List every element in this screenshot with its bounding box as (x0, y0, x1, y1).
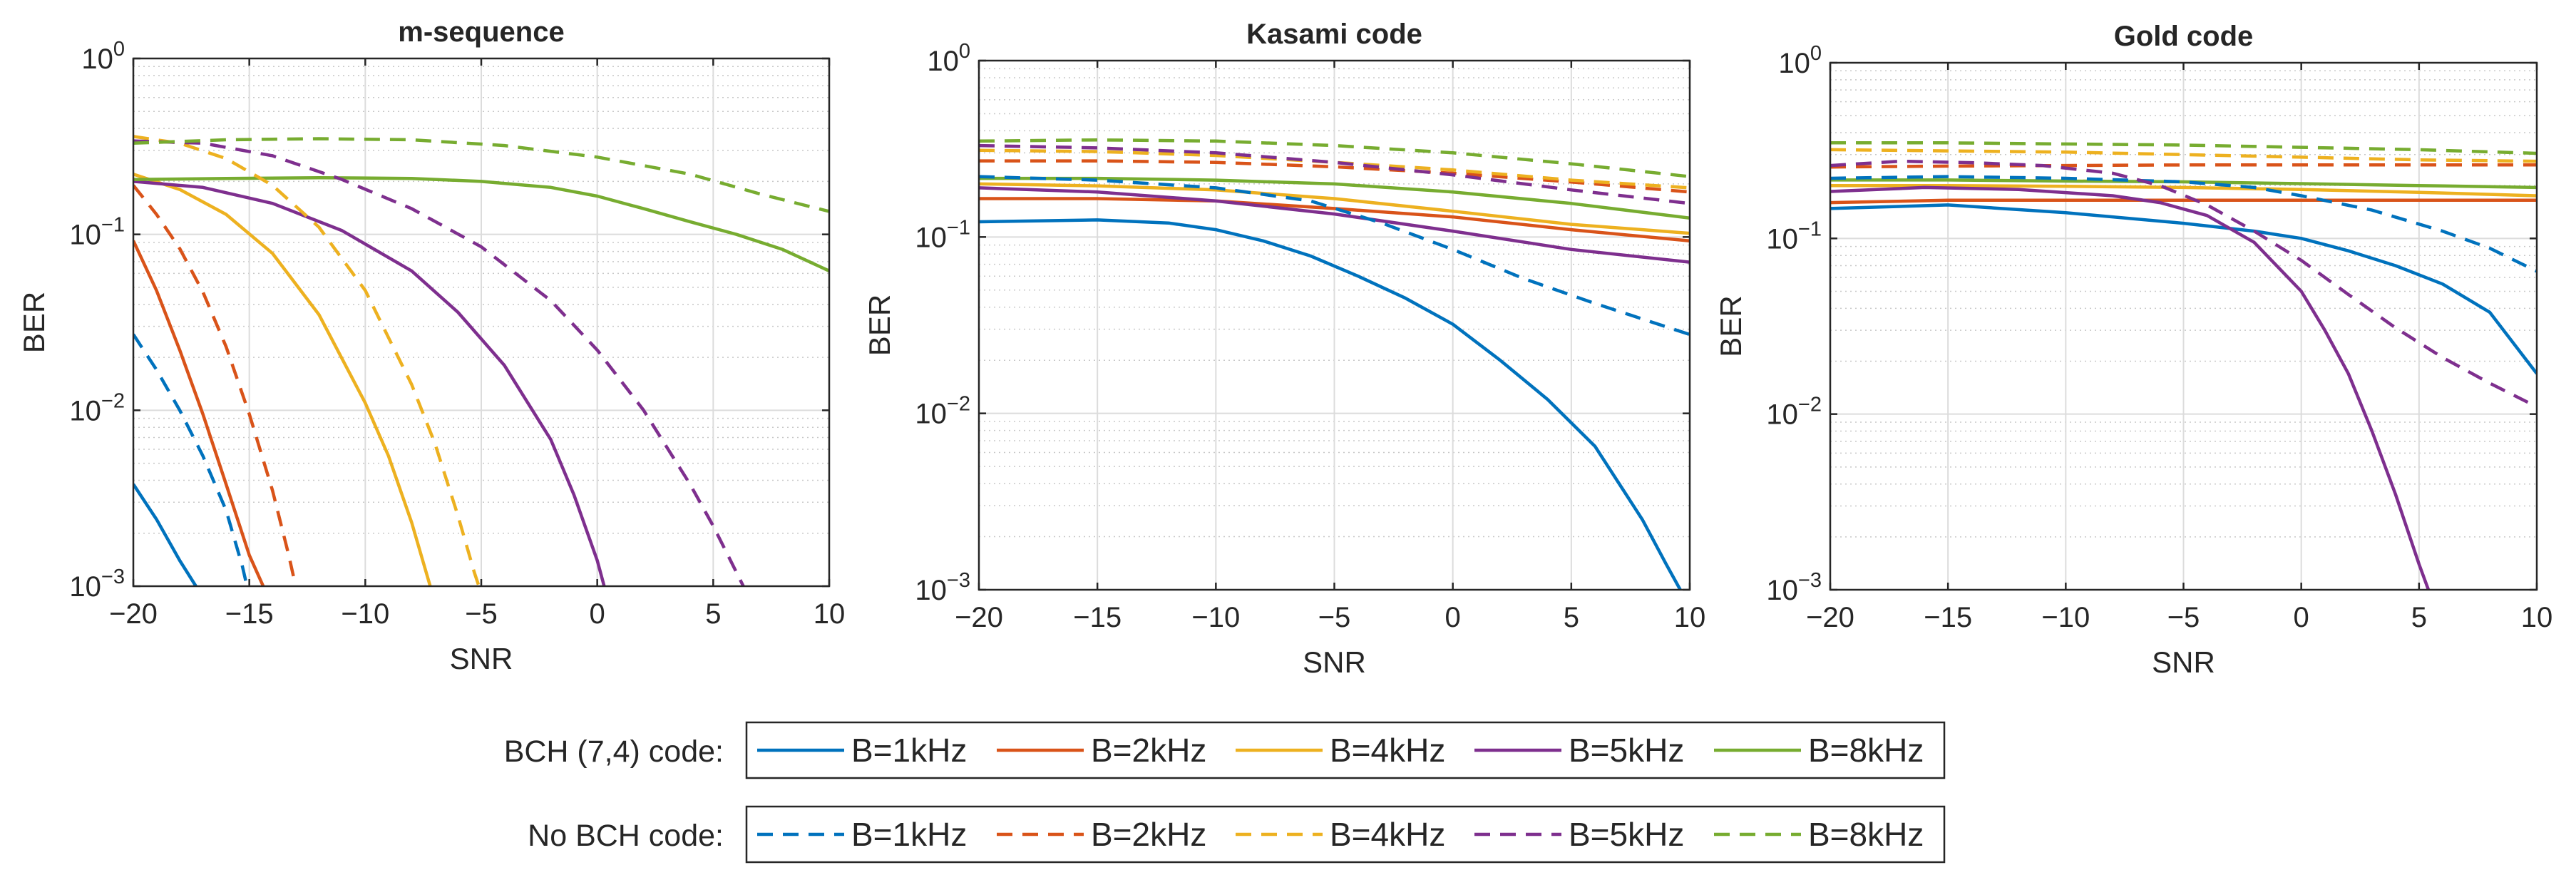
series-line-b-4khz-bch (979, 182, 1690, 235)
y-tick-label: 10−2 (69, 389, 125, 426)
series-line-b-5khz-bch (133, 180, 606, 586)
x-tick-label: 10 (1674, 602, 1706, 633)
legend-entry-label: B=1kHz (851, 732, 967, 769)
legend: BCH (7,4) code: B=1kHz B=2kHz B=4kHz B=5kHz B… (504, 721, 1946, 864)
series-line-b-2khz-bch (1830, 198, 2537, 205)
series-line-b-2khz-bch (979, 197, 1690, 243)
series-line-b-2khz-no-bch (979, 159, 1690, 194)
series-line-b-4khz-no-bch (133, 135, 481, 586)
y-tick-label: 100 (1778, 42, 1822, 79)
x-tick-label: −5 (465, 598, 498, 630)
y-tick-label: 10−1 (1766, 218, 1822, 255)
x-tick-label: 10 (2521, 602, 2553, 633)
series-line-b-1khz-no-bch (133, 333, 249, 586)
x-tick-label: −10 (2041, 602, 2090, 633)
legend-entry-label: B=4kHz (1330, 816, 1445, 853)
series-line-b-1khz-bch (1830, 203, 2537, 375)
series-line-b-1khz-bch (133, 483, 197, 586)
x-axis-label: SNR (2152, 645, 2215, 679)
legend-row-no-bch: No BCH code: B=1kHz B=2kHz B=4kHz B=5kHz B=8k… (528, 805, 1946, 864)
series-line-b-1khz-bch (979, 218, 1682, 590)
y-tick-label: 10−1 (69, 214, 125, 251)
series-line-b-8khz-no-bch (1830, 141, 2537, 155)
x-axis-label: SNR (1303, 645, 1366, 679)
panel-title: m-sequence (398, 16, 564, 48)
y-tick-label: 10−3 (915, 569, 970, 606)
series-line-b-5khz-no-bch (133, 139, 745, 586)
x-tick-label: −10 (341, 598, 389, 630)
y-tick-label: 100 (81, 38, 125, 75)
x-tick-label: −15 (1073, 602, 1122, 633)
series-line-b-4khz-no-bch (1830, 148, 2537, 163)
y-tick-label: 10−3 (69, 566, 125, 603)
series-line-b-8khz-no-bch (979, 138, 1690, 178)
legend-entry-label: B=5kHz (1569, 732, 1684, 769)
y-tick-label: 10−1 (915, 216, 970, 253)
y-axis-label: BER (863, 295, 896, 356)
x-tick-label: −5 (1318, 602, 1351, 633)
series-line-b-8khz-bch (979, 176, 1690, 220)
series-line-b-4khz-no-bch (979, 148, 1690, 190)
series-group (1830, 141, 2537, 590)
legend-entry-label: B=8kHz (1808, 732, 1924, 769)
x-tick-label: −5 (2167, 602, 2200, 633)
x-tick-label: −20 (955, 602, 1003, 633)
legend-entry-label: B=2kHz (1091, 816, 1206, 853)
series-line-b-2khz-no-bch (133, 184, 297, 586)
series-line-b-1khz-no-bch (979, 175, 1690, 337)
panel-title: Gold code (2114, 21, 2254, 52)
series-line-b-2khz-bch (133, 240, 265, 586)
legend-group-label: BCH (7,4) code: (504, 735, 724, 769)
series-line-b-5khz-bch (1830, 185, 2431, 590)
y-tick-label: 10−3 (1766, 569, 1822, 606)
x-tick-label: 5 (2411, 602, 2427, 633)
x-tick-label: 5 (1564, 602, 1579, 633)
x-tick-label: −20 (1806, 602, 1854, 633)
x-tick-label: −20 (109, 598, 158, 630)
y-tick-label: 10−2 (915, 393, 970, 430)
series-line-b-4khz-bch (1830, 183, 2537, 198)
y-tick-label: 10−2 (1766, 394, 1822, 431)
legend-entry-label: B=4kHz (1330, 732, 1445, 769)
legend-entry-label: B=2kHz (1091, 732, 1206, 769)
x-axis-label: SNR (450, 642, 513, 675)
y-axis-label: BER (17, 292, 51, 353)
series-line-b-1khz-no-bch (1830, 175, 2537, 273)
panel-title: Kasami code (1246, 19, 1422, 50)
series-line-b-8khz-bch (133, 175, 829, 272)
x-tick-label: 5 (705, 598, 721, 630)
x-tick-label: −15 (225, 598, 274, 630)
series-line-b-5khz-no-bch (979, 143, 1690, 205)
legend-group-label: No BCH code: (528, 819, 724, 853)
y-axis-label: BER (1714, 295, 1748, 357)
series-line-b-4khz-bch (133, 173, 432, 586)
x-tick-label: −15 (1924, 602, 1972, 633)
x-tick-label: 0 (2294, 602, 2309, 633)
x-tick-label: −10 (1191, 602, 1240, 633)
series-group (133, 135, 829, 586)
series-line-b-8khz-no-bch (133, 137, 829, 213)
series-group (979, 138, 1690, 590)
legend-entry-label: B=5kHz (1569, 816, 1684, 853)
legend-row-bch: BCH (7,4) code: B=1kHz B=2kHz B=4kHz B=5kHz B… (504, 721, 1946, 779)
x-tick-label: 10 (814, 598, 846, 630)
panel-1: −20 −15 −10 −5 0 5 10 10−3 10−2 10−1 100 m-sequence… (17, 16, 845, 675)
series-line-b-2khz-no-bch (1830, 163, 2537, 169)
x-tick-label: 0 (1445, 602, 1461, 633)
series-line-b-5khz-no-bch (1830, 159, 2537, 409)
y-tick-label: 100 (927, 40, 970, 77)
series-line-b-5khz-bch (979, 186, 1690, 264)
legend-entry-label: B=8kHz (1808, 816, 1924, 853)
panel-2: −20 −15 −10 −5 0 5 10 10−3 10−2 10−1 100 Kasami cod… (863, 19, 1705, 679)
legend-entry-label: B=1kHz (851, 816, 967, 853)
x-tick-label: 0 (590, 598, 605, 630)
series-line-b-8khz-bch (1830, 178, 2537, 190)
panel-3: −20 −15 −10 −5 0 5 10 10−3 10−2 10−1 100 Gold code S… (1714, 21, 2552, 679)
